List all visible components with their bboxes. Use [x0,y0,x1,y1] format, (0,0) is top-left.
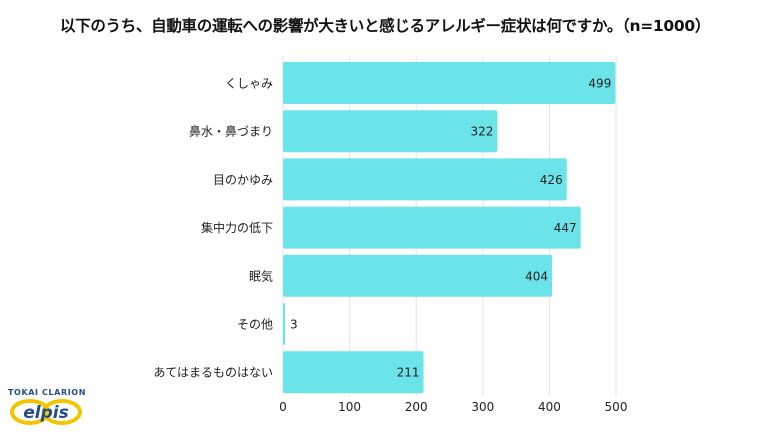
x-tick-label: 200 [405,400,428,414]
category-label: 目のかゆみ [213,173,273,187]
bar [283,62,616,104]
bar [283,110,498,153]
bar [283,158,567,201]
bar [283,254,553,297]
bar [283,303,285,345]
category-label: 鼻水・鼻づまり [189,124,273,139]
tokai-clarion-elpis-logo: TOKAI CLARION elpis [8,388,87,425]
svg-text:elpis: elpis [23,403,68,423]
chart-title: 以下のうち、自動車の運転への影響が大きいと感じるアレルギー症状は何ですか。（n=… [59,17,711,35]
x-tick-label: 400 [538,400,561,414]
category-label: その他 [237,318,273,332]
x-tick-label: 100 [338,400,361,414]
data-label: 211 [397,366,420,380]
data-label: 322 [471,125,494,139]
x-tick-label: 0 [279,400,287,414]
data-label: 404 [525,269,548,283]
data-label: 499 [588,77,611,91]
x-tick-label: 500 [605,400,628,414]
data-label: 3 [290,318,298,332]
category-label: くしゃみ [225,77,273,91]
category-label: 集中力の低下 [201,220,273,235]
x-tick-label: 300 [471,400,494,414]
data-label: 426 [540,173,563,187]
bar [283,351,424,394]
data-label: 447 [554,221,577,235]
bar [283,206,581,249]
category-label: あてはまるものはない [153,366,273,380]
category-label: 眠気 [249,268,273,283]
